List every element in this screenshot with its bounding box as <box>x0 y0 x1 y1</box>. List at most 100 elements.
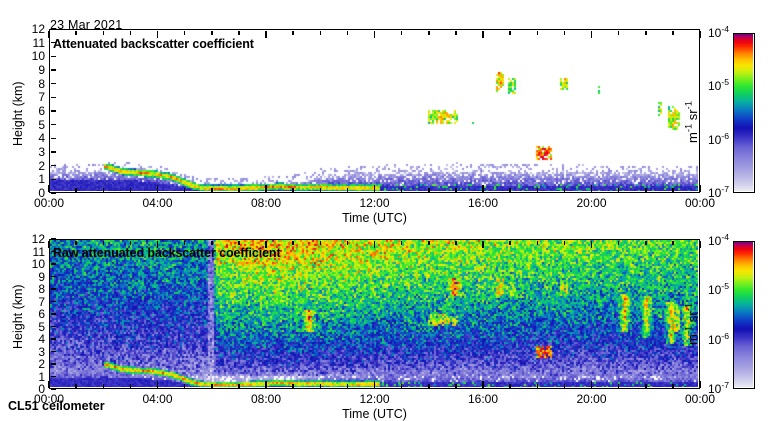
x-tick <box>482 380 484 388</box>
y-tick-label: 0 <box>38 186 45 200</box>
x-tick-top <box>292 30 294 35</box>
x-tick-label: 20:00 <box>576 392 607 406</box>
x-tick-top <box>400 30 403 35</box>
x-tick <box>482 184 484 192</box>
x-tick <box>699 380 701 388</box>
x-tick-top <box>373 240 376 248</box>
y-tick <box>50 338 56 340</box>
colorbar-raw[interactable] <box>733 241 755 389</box>
x-tick-top <box>590 30 593 38</box>
y-tick <box>50 110 56 112</box>
x-tick <box>428 187 430 192</box>
x-tick <box>373 380 376 388</box>
y-tick <box>50 275 56 278</box>
colorbar-tick-label: 10-4 <box>697 24 729 40</box>
x-tick-top <box>699 30 701 38</box>
x-tick <box>645 187 647 192</box>
x-tick-top <box>455 30 457 35</box>
colorbar-unit-label: m-1 sr-1 <box>683 101 700 143</box>
x-tick <box>617 187 620 192</box>
y-tick <box>50 55 56 58</box>
colorbar-tick-mantissa: 10 <box>707 132 722 147</box>
x-tick-label: 08:00 <box>250 196 282 210</box>
y-tick-label: 4 <box>38 332 45 346</box>
y-tick-label: 4 <box>38 131 45 146</box>
y-tick <box>50 263 56 265</box>
x-tick-label: 08:00 <box>250 392 282 406</box>
x-tick <box>672 383 674 388</box>
x-tick <box>292 187 294 192</box>
x-tick <box>509 187 511 192</box>
x-tick-top <box>183 30 186 35</box>
x-tick <box>563 187 566 192</box>
x-tick <box>265 184 267 192</box>
y-tick-label: 11 <box>32 35 45 50</box>
x-tick <box>563 383 566 388</box>
x-tick <box>238 187 240 192</box>
y-tick <box>50 300 56 303</box>
x-tick-top <box>292 240 294 245</box>
colorbar-tick-label-raw: 10-7 <box>707 380 729 396</box>
x-tick-top <box>645 240 647 245</box>
x-tick-label: 00:00 <box>684 392 716 406</box>
heatmap-canvas-attenuated-backscatter <box>50 30 698 191</box>
plot-area-attenuated-backscatter[interactable] <box>49 29 700 193</box>
x-tick <box>238 383 240 388</box>
x-tick <box>211 383 213 388</box>
x-tick-top <box>346 30 349 35</box>
x-tick <box>672 187 674 192</box>
x-tick-top <box>129 30 132 35</box>
y-tick-label: 7 <box>38 294 45 309</box>
x-tick <box>129 383 132 388</box>
y-tick-label: 9 <box>38 269 45 284</box>
x-tick-label: 04:00 <box>142 196 173 210</box>
x-tick-top <box>102 30 104 35</box>
x-tick <box>590 184 593 192</box>
colorbar-gradient <box>734 34 753 191</box>
x-tick <box>699 184 701 192</box>
x-tick <box>373 184 376 192</box>
y-tick-label: 5 <box>38 117 45 132</box>
instrument-label: CL51 ceilometer <box>8 399 105 413</box>
x-tick <box>75 383 77 388</box>
colorbar-tick-exponent: -5 <box>721 77 729 88</box>
x-tick <box>75 187 77 192</box>
y-tick <box>50 82 56 85</box>
x-tick-label: 12:00 <box>359 196 390 210</box>
y-tick <box>50 178 56 181</box>
y-tick <box>50 350 56 353</box>
y-tick-label: 3 <box>38 344 45 359</box>
colorbar-tick-label: 10-6 <box>697 131 729 147</box>
x-tick-top <box>428 30 430 35</box>
y-tick <box>50 313 56 315</box>
x-tick-top <box>156 240 159 248</box>
y-tick <box>50 28 56 30</box>
x-tick-top <box>482 240 484 248</box>
date-stamp: 23 Mar 2021 <box>50 18 123 32</box>
x-tick-top <box>319 30 321 35</box>
x-tick-top <box>590 240 593 248</box>
x-tick-top <box>509 240 511 245</box>
x-tick <box>102 187 104 192</box>
colorbar-tick-label: 10-7 <box>697 185 729 200</box>
x-tick-top <box>563 240 566 245</box>
plot-area-raw-attenuated-backscatter[interactable] <box>49 239 700 389</box>
colorbar-unit-label-raw: m-1 sr-1 <box>683 303 700 345</box>
x-tick <box>292 383 294 388</box>
colorbar[interactable] <box>733 33 755 193</box>
y-tick-label: 6 <box>38 307 45 321</box>
y-tick-label: 2 <box>38 357 45 371</box>
x-tick-top <box>183 240 186 245</box>
colorbar-tick-exponent: -4 <box>721 24 729 34</box>
x-tick <box>536 187 538 192</box>
colorbar-tick-label: 10-5 <box>697 77 729 93</box>
y-tick-label: 1 <box>38 172 45 187</box>
y-axis-title-raw-attenuated-backscatter: Height (km) <box>11 284 25 349</box>
x-tick <box>645 383 647 388</box>
x-tick-top <box>373 30 376 38</box>
x-tick-top <box>75 240 77 245</box>
y-tick <box>50 375 56 378</box>
y-tick-label: 10 <box>31 49 45 64</box>
x-tick-top <box>482 30 484 38</box>
